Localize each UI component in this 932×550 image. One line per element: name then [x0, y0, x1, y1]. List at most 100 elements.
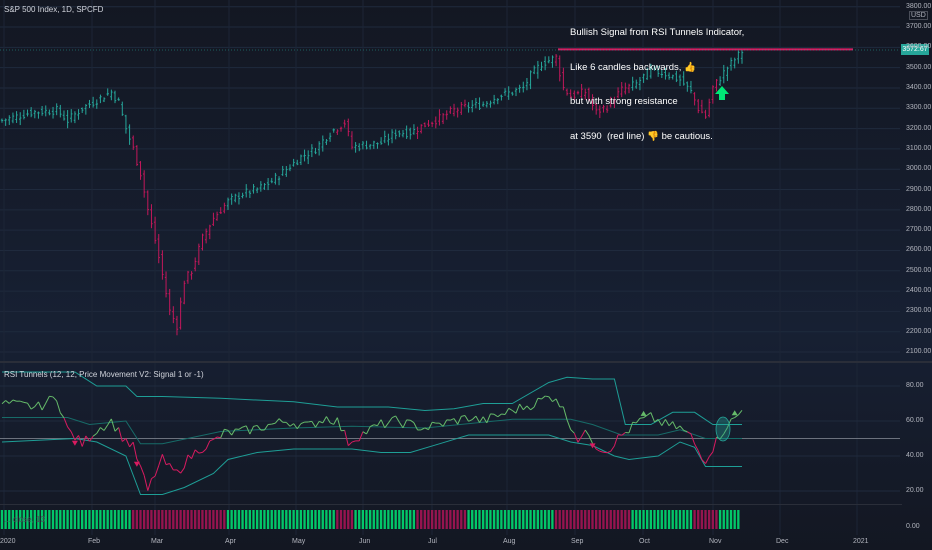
- rsi-line-segment: [475, 415, 480, 423]
- strip-bar-bull: [481, 510, 485, 529]
- rsi-line-segment: [712, 437, 717, 453]
- strip-bar-bull: [496, 510, 500, 529]
- price-axis-tick: 3600.00: [906, 43, 932, 51]
- rsi-line-segment: [366, 426, 371, 435]
- strip-indicator-title[interactable]: ... close, 13: [4, 515, 45, 524]
- rsi-line-segment: [89, 435, 94, 442]
- rsi-line-segment: [81, 435, 87, 447]
- strip-bar-bull: [726, 510, 729, 529]
- rsi-line-segment: [734, 414, 739, 418]
- rsi-line-segment: [723, 427, 728, 435]
- strip-bar-bear: [573, 510, 576, 529]
- strip-bar-bull: [543, 510, 547, 529]
- pane-divider[interactable]: [0, 504, 902, 505]
- rsi-line-segment: [442, 419, 448, 427]
- rsi-line-segment: [508, 407, 513, 411]
- rsi-line-segment: [8, 399, 14, 404]
- strip-bar-bear: [343, 510, 347, 529]
- strip-bar-bull: [91, 510, 95, 529]
- strip-bar-bull: [77, 510, 80, 529]
- strip-bar-bull: [686, 510, 689, 529]
- strip-bar-bull: [551, 510, 554, 529]
- rsi-line-segment: [533, 398, 539, 408]
- rsi-line-segment: [541, 395, 546, 400]
- signal-down-arrow-icon: [589, 443, 596, 449]
- rsi-line-segment: [581, 429, 586, 437]
- strip-bar-bear: [186, 510, 190, 529]
- rsi-line-segment: [158, 454, 163, 466]
- strip-bar-bear: [172, 510, 175, 529]
- strip-bar-bear: [602, 510, 605, 529]
- rsi-line-segment: [351, 440, 356, 443]
- rsi-line-segment: [668, 421, 674, 427]
- rsi-line-segment: [100, 427, 105, 431]
- rsi-line-segment: [690, 433, 696, 445]
- strip-bar-bear: [693, 510, 697, 529]
- strip-bar-bull: [62, 510, 66, 529]
- strip-bar-bear: [208, 510, 212, 529]
- price-axis-tick: 3400.00: [906, 83, 932, 91]
- rsi-line-segment: [344, 430, 349, 446]
- time-axis-tick: Apr: [225, 538, 236, 545]
- rsi-line-segment: [595, 448, 601, 452]
- strip-bar-bear: [197, 510, 201, 529]
- rsi-line-segment: [384, 422, 389, 429]
- price-axis-tick: 2200.00: [906, 327, 932, 335]
- annotation-line: at 3590 (red line) 👎 be cautious.: [570, 130, 713, 142]
- strip-bar-bear: [339, 510, 343, 529]
- rsi-line-segment: [482, 416, 488, 424]
- strip-bar-bull: [361, 510, 365, 529]
- annotation-line: Bullish Signal from RSI Tunnels Indicato…: [570, 27, 745, 38]
- strip-bar-bear: [449, 510, 452, 529]
- rsi-line-segment: [308, 420, 312, 423]
- rsi-line-segment: [147, 478, 152, 491]
- strip-bar-bear: [183, 510, 186, 529]
- rsi-line-segment: [672, 421, 677, 430]
- chart-annotation: Bullish Signal from RSI Tunnels Indicato…: [570, 4, 770, 165]
- strip-bar-bull: [263, 510, 266, 529]
- rsi-line-segment: [129, 441, 134, 448]
- pane-divider[interactable]: [0, 361, 932, 363]
- price-axis-tick: 3300.00: [906, 104, 932, 112]
- strip-bar-bull: [522, 510, 525, 529]
- strip-bar-bull: [722, 510, 726, 529]
- strip-bar-bear: [179, 510, 183, 529]
- price-axis-tick: 2700.00: [906, 226, 932, 234]
- indicator-title[interactable]: RSI Tunnels (12, 12, Price Movement V2: …: [4, 370, 204, 379]
- rsi-line-segment: [479, 416, 484, 423]
- currency-label[interactable]: USD: [909, 11, 928, 20]
- strip-bar-bull: [281, 510, 285, 529]
- strip-bar-bear: [416, 510, 419, 529]
- strip-bar-bull: [372, 510, 376, 529]
- rsi-line-segment: [249, 426, 254, 435]
- strip-bar-bear: [427, 510, 430, 529]
- strip-bar-bear: [452, 510, 456, 529]
- rsi-line-segment: [570, 429, 575, 434]
- rsi-line-segment: [504, 408, 510, 415]
- signal-down-arrow-icon: [133, 461, 140, 467]
- strip-bar-bull: [631, 510, 635, 529]
- signal-down-arrow-icon: [71, 440, 78, 446]
- strip-bar-bull: [638, 510, 642, 529]
- rsi-line-segment: [289, 423, 294, 427]
- strip-bar-bear: [219, 510, 223, 529]
- rsi-line-segment: [205, 440, 211, 450]
- strip-bar-bull: [274, 510, 277, 529]
- strip-bar-bull: [489, 510, 492, 529]
- rsi-line-segment: [213, 436, 218, 440]
- strip-bar-bull: [358, 510, 361, 529]
- buy-signal-arrow-icon: [715, 86, 729, 100]
- rsi-line-segment: [253, 424, 258, 427]
- strip-bar-bull: [383, 510, 387, 529]
- rsi-line-segment: [285, 422, 291, 427]
- rsi-line-segment: [362, 431, 367, 435]
- rsi-line-segment: [74, 435, 79, 441]
- rsi-line-segment: [573, 432, 579, 443]
- rsi-line-segment: [59, 412, 65, 419]
- rsi-line-segment: [336, 417, 342, 431]
- rsi-line-segment: [238, 426, 243, 430]
- rsi-line-segment: [497, 413, 502, 418]
- rsi-line-segment: [548, 396, 553, 402]
- rsi-line-segment: [333, 417, 338, 425]
